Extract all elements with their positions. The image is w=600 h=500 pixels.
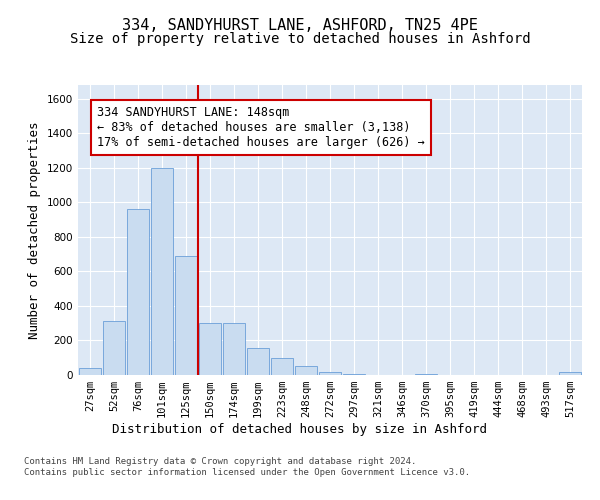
- Y-axis label: Number of detached properties: Number of detached properties: [28, 121, 41, 339]
- Bar: [415, 374, 437, 375]
- Bar: [295, 366, 317, 375]
- Bar: [559, 372, 581, 375]
- Bar: [79, 368, 101, 375]
- Bar: [271, 358, 293, 375]
- Text: Contains HM Land Registry data © Crown copyright and database right 2024.
Contai: Contains HM Land Registry data © Crown c…: [24, 458, 470, 477]
- Bar: [343, 374, 365, 375]
- Bar: [127, 210, 149, 375]
- Bar: [175, 256, 197, 375]
- Bar: [223, 323, 245, 375]
- Bar: [199, 323, 221, 375]
- Text: 334 SANDYHURST LANE: 148sqm
← 83% of detached houses are smaller (3,138)
17% of : 334 SANDYHURST LANE: 148sqm ← 83% of det…: [97, 106, 425, 148]
- Bar: [103, 322, 125, 375]
- Bar: [151, 168, 173, 375]
- Bar: [319, 372, 341, 375]
- Text: Size of property relative to detached houses in Ashford: Size of property relative to detached ho…: [70, 32, 530, 46]
- Text: 334, SANDYHURST LANE, ASHFORD, TN25 4PE: 334, SANDYHURST LANE, ASHFORD, TN25 4PE: [122, 18, 478, 32]
- Text: Distribution of detached houses by size in Ashford: Distribution of detached houses by size …: [113, 422, 487, 436]
- Bar: [247, 348, 269, 375]
